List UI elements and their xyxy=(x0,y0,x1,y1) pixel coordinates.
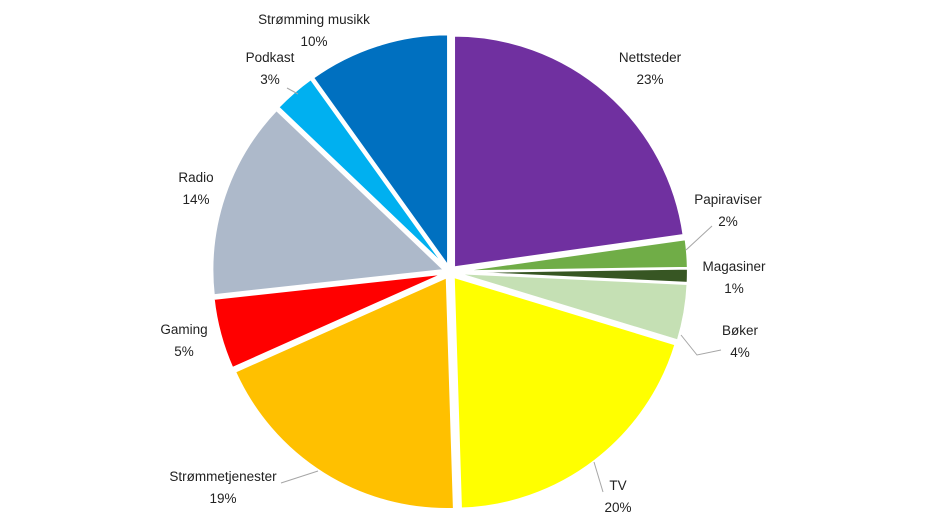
category-label-gaming: Gaming xyxy=(160,322,207,337)
percent-label-strommetjenester: 19% xyxy=(209,491,236,506)
data-label-gaming: Gaming 5% xyxy=(160,322,207,359)
slices-layer xyxy=(211,33,690,511)
category-label-strommetjenester: Strømmetjenester xyxy=(169,469,277,484)
percent-label-nettsteder: 23% xyxy=(636,72,663,87)
leader-line-boker xyxy=(680,334,722,356)
data-label-magasiner: Magasiner 1% xyxy=(702,259,766,296)
percent-label-gaming: 5% xyxy=(174,344,194,359)
category-label-radio: Radio xyxy=(178,170,213,185)
pie-slice-radio xyxy=(211,108,446,297)
data-label-tv: TV 20% xyxy=(604,478,631,515)
data-label-strommetjenester: Strømmetjenester 19% xyxy=(169,469,277,506)
percent-label-magasiner: 1% xyxy=(724,281,744,296)
leader-line-papiraviser xyxy=(685,225,713,251)
category-label-tv: TV xyxy=(609,478,626,493)
data-label-papiraviser: Papiraviser 2% xyxy=(694,192,762,229)
data-label-boker: Bøker 4% xyxy=(722,323,759,360)
data-label-stromming-musikk: Strømming musikk 10% xyxy=(258,12,370,49)
pie-slice-nettsteder xyxy=(452,34,685,269)
leader-line-podkast xyxy=(286,87,299,95)
leader-line-tv xyxy=(593,461,604,493)
leader-line-strommetjenester xyxy=(280,470,319,484)
leader-lines-layer xyxy=(280,87,722,493)
category-label-papiraviser: Papiraviser xyxy=(694,192,762,207)
percent-label-tv: 20% xyxy=(604,500,631,515)
data-label-podkast: Podkast 3% xyxy=(246,50,295,87)
category-label-stromming-musikk: Strømming musikk xyxy=(258,12,370,27)
percent-label-boker: 4% xyxy=(730,345,750,360)
percent-label-podkast: 3% xyxy=(260,72,280,87)
percent-label-stromming-musikk: 10% xyxy=(300,34,327,49)
category-label-boker: Bøker xyxy=(722,323,759,338)
pie-slice-boker xyxy=(454,271,689,342)
pie-slice-gaming xyxy=(212,272,446,370)
pie-slice-tv xyxy=(452,275,677,510)
percent-label-papiraviser: 2% xyxy=(718,214,738,229)
pie-slice-stromming-musikk xyxy=(311,33,450,268)
data-label-radio: Radio 14% xyxy=(178,170,213,207)
data-label-nettsteder: Nettsteder 23% xyxy=(619,50,682,87)
labels-layer: Nettsteder 23% Papiraviser 2% Magasiner 1% Bøk… xyxy=(160,12,766,515)
category-label-podkast: Podkast xyxy=(246,50,295,65)
percent-label-radio: 14% xyxy=(182,192,209,207)
pie-slice-strommetjenester xyxy=(233,275,456,511)
category-label-magasiner: Magasiner xyxy=(702,259,766,274)
category-label-nettsteder: Nettsteder xyxy=(619,50,682,65)
pie-slice-podkast xyxy=(277,77,448,269)
